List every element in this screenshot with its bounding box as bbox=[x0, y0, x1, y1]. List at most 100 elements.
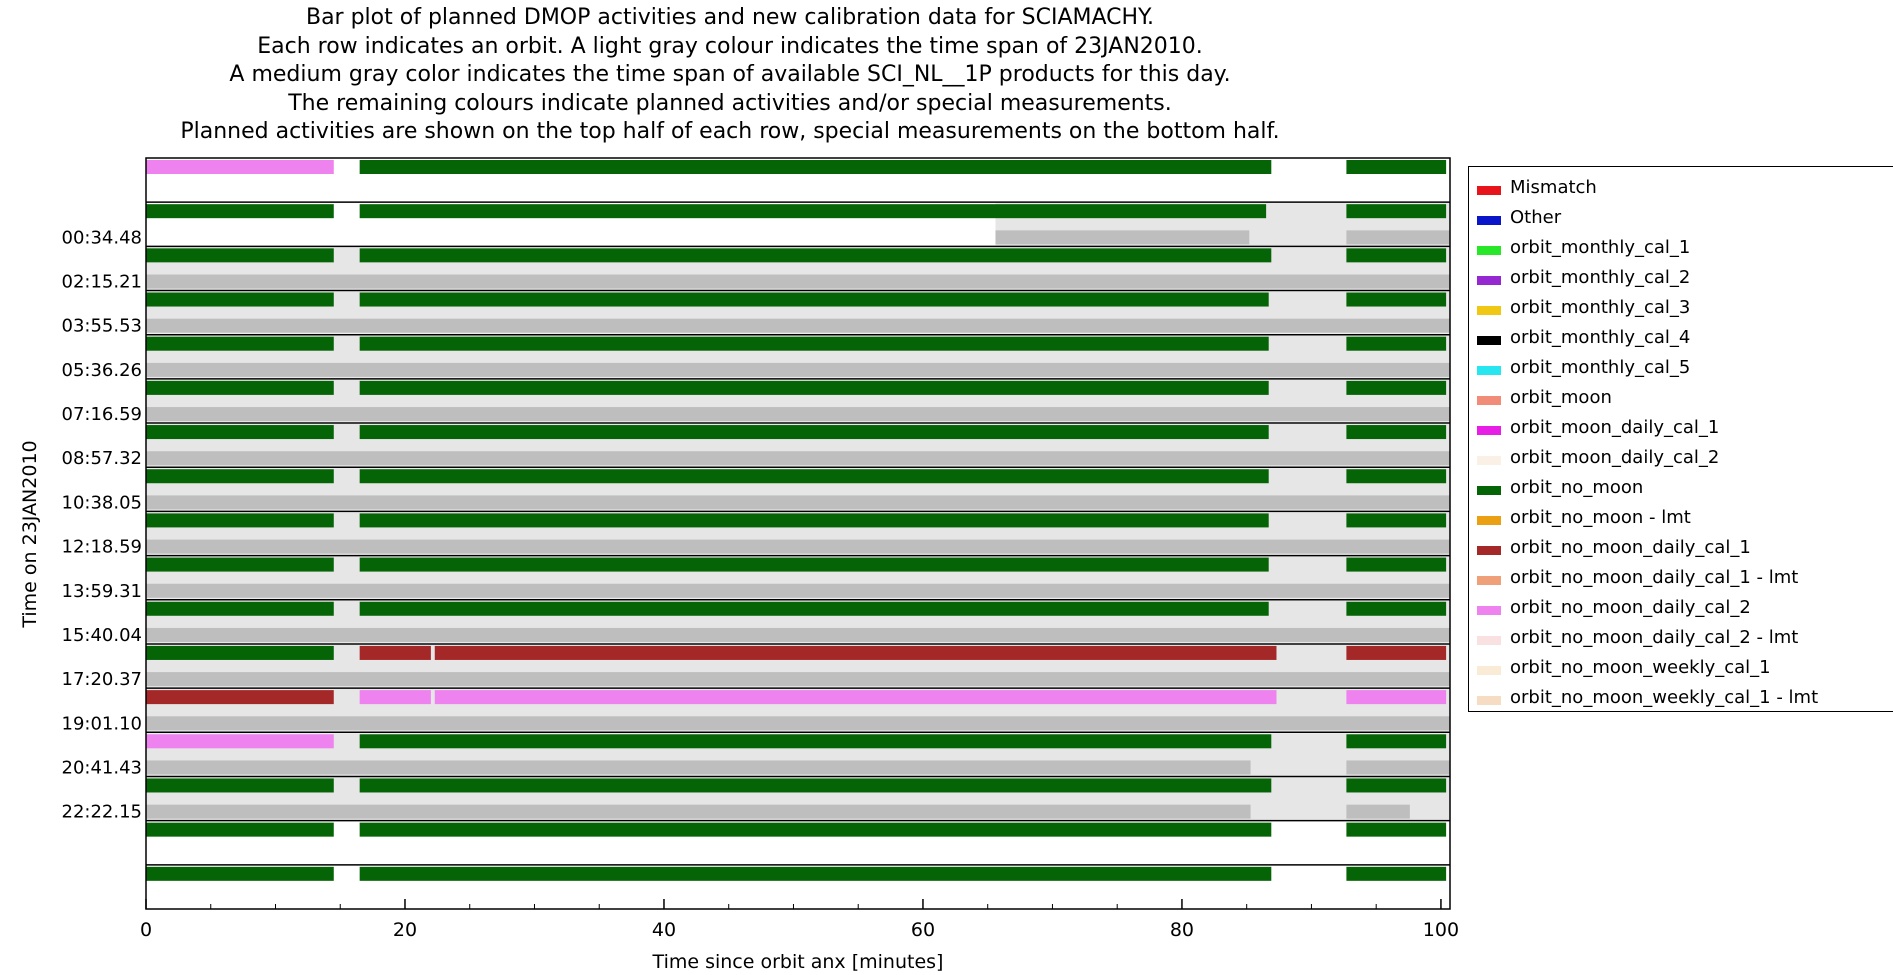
activity-bar bbox=[359, 645, 431, 660]
legend-label: orbit_monthly_cal_5 bbox=[1510, 357, 1691, 378]
product-span-bar bbox=[146, 318, 1450, 333]
orbit-row bbox=[146, 733, 1450, 776]
y-tick-label: 22:22.15 bbox=[62, 802, 143, 823]
legend-item: orbit_monthly_cal_4 bbox=[1469, 325, 1893, 351]
orbit-row bbox=[146, 379, 1450, 423]
activity-bar bbox=[434, 690, 1277, 705]
activity-bar bbox=[146, 601, 334, 616]
product-span-bar bbox=[146, 451, 1450, 466]
legend-label: orbit_monthly_cal_4 bbox=[1510, 327, 1691, 348]
legend-item: orbit_moon bbox=[1469, 385, 1893, 411]
legend-swatch bbox=[1477, 576, 1501, 585]
legend-item: orbit_no_moon_daily_cal_2 - lmt bbox=[1469, 625, 1893, 651]
product-span-bar bbox=[146, 627, 1450, 642]
legend: Mismatch Other orbit_monthly_cal_1 orbit_mo… bbox=[1468, 166, 1893, 712]
legend-swatch bbox=[1477, 636, 1501, 645]
orbit-row bbox=[146, 556, 1450, 599]
activity-bar bbox=[146, 380, 334, 395]
activity-bar bbox=[1346, 690, 1447, 705]
orbit-row bbox=[146, 203, 1450, 246]
legend-swatch bbox=[1477, 246, 1501, 255]
y-tick-label: 02:15.21 bbox=[62, 272, 143, 293]
orbit-row bbox=[146, 468, 1450, 511]
orbit-row bbox=[146, 822, 1447, 837]
legend-item: orbit_no_moon bbox=[1469, 475, 1893, 501]
activity-bar bbox=[359, 557, 1269, 572]
activity-bar bbox=[359, 248, 1272, 263]
activity-bar bbox=[146, 557, 334, 572]
y-tick-label: 07:16.59 bbox=[62, 404, 143, 425]
legend-item: orbit_monthly_cal_3 bbox=[1469, 295, 1893, 321]
activity-bar bbox=[146, 822, 334, 837]
title-line-4: The remaining colours indicate planned a… bbox=[288, 90, 1172, 116]
activity-bar bbox=[359, 380, 1269, 395]
activity-bar bbox=[146, 866, 334, 881]
legend-swatch bbox=[1477, 696, 1501, 705]
activity-bar bbox=[146, 690, 334, 705]
activity-bar bbox=[146, 645, 334, 660]
legend-item: orbit_no_moon_daily_cal_1 - lmt bbox=[1469, 565, 1893, 591]
legend-swatch bbox=[1477, 426, 1501, 435]
product-span-bar bbox=[146, 539, 1450, 554]
x-tick-label: 20 bbox=[393, 919, 417, 941]
activity-bar bbox=[434, 645, 1277, 660]
product-span-bar bbox=[1346, 230, 1450, 245]
y-tick-label: 10:38.05 bbox=[62, 492, 143, 513]
orbit-row bbox=[146, 291, 1450, 334]
orbit-row bbox=[146, 512, 1450, 555]
legend-swatch bbox=[1477, 546, 1501, 555]
legend-swatch bbox=[1477, 486, 1501, 495]
y-tick-label: 05:36.26 bbox=[62, 360, 143, 381]
activity-bar bbox=[359, 425, 1269, 440]
activity-bar bbox=[359, 778, 1272, 793]
legend-swatch bbox=[1477, 306, 1501, 315]
legend-item: Mismatch bbox=[1469, 175, 1893, 201]
activity-bar bbox=[359, 160, 1272, 174]
product-span-bar bbox=[995, 230, 1250, 245]
y-axis: 00:34.48 02:15.21 03:55.53 05:36.26 07:16.59… bbox=[62, 227, 143, 822]
x-tick-label: 100 bbox=[1423, 919, 1459, 941]
legend-label: Mismatch bbox=[1510, 177, 1597, 198]
y-tick-label: 17:20.37 bbox=[62, 669, 143, 690]
activity-bar bbox=[146, 469, 334, 484]
legend-label: orbit_monthly_cal_3 bbox=[1510, 297, 1691, 318]
legend-swatch bbox=[1477, 186, 1501, 195]
activity-bar bbox=[359, 734, 1272, 749]
legend-swatch bbox=[1477, 606, 1501, 615]
activity-bar bbox=[1346, 336, 1447, 351]
legend-label: Other bbox=[1510, 207, 1562, 228]
activity-bar bbox=[1346, 380, 1447, 395]
legend-label: orbit_no_moon_weekly_cal_1 bbox=[1510, 657, 1771, 678]
activity-bar bbox=[359, 469, 1269, 484]
legend-item: orbit_no_moon_weekly_cal_1 bbox=[1469, 655, 1893, 681]
orbit-row bbox=[146, 424, 1450, 467]
legend-item: orbit_monthly_cal_5 bbox=[1469, 355, 1893, 381]
title-line-1: Bar plot of planned DMOP activities and … bbox=[305, 5, 1155, 30]
activity-bar bbox=[1346, 513, 1447, 528]
activity-bar bbox=[359, 513, 1269, 528]
legend-label: orbit_no_moon_daily_cal_1 - lmt bbox=[1510, 567, 1799, 588]
legend-label: orbit_no_moon_weekly_cal_1 - lmt bbox=[1510, 687, 1819, 708]
orbit-row bbox=[146, 689, 1450, 732]
legend-label: orbit_monthly_cal_1 bbox=[1510, 237, 1691, 258]
y-tick-label: 13:59.31 bbox=[62, 581, 143, 602]
legend-swatch bbox=[1477, 216, 1501, 225]
legend-label: orbit_moon_daily_cal_1 bbox=[1510, 417, 1720, 438]
legend-label: orbit_monthly_cal_2 bbox=[1510, 267, 1691, 288]
activity-bar bbox=[146, 160, 334, 174]
legend-item: orbit_no_moon_weekly_cal_1 - lmt bbox=[1469, 685, 1893, 711]
activity-bar bbox=[359, 822, 1272, 837]
orbit-row bbox=[146, 160, 1447, 174]
activity-bar bbox=[1346, 248, 1447, 263]
activity-bar bbox=[359, 690, 431, 705]
title-line-2: Each row indicates an orbit. A light gra… bbox=[257, 33, 1203, 59]
legend-item: orbit_no_moon_daily_cal_2 bbox=[1469, 595, 1893, 621]
product-span-bar bbox=[146, 407, 1450, 422]
activity-bar bbox=[146, 513, 334, 528]
product-span-bar bbox=[146, 804, 1251, 819]
activity-bar bbox=[1346, 866, 1447, 881]
activity-bar bbox=[1346, 778, 1447, 793]
legend-swatch bbox=[1477, 336, 1501, 345]
product-span-bar bbox=[146, 716, 1450, 731]
